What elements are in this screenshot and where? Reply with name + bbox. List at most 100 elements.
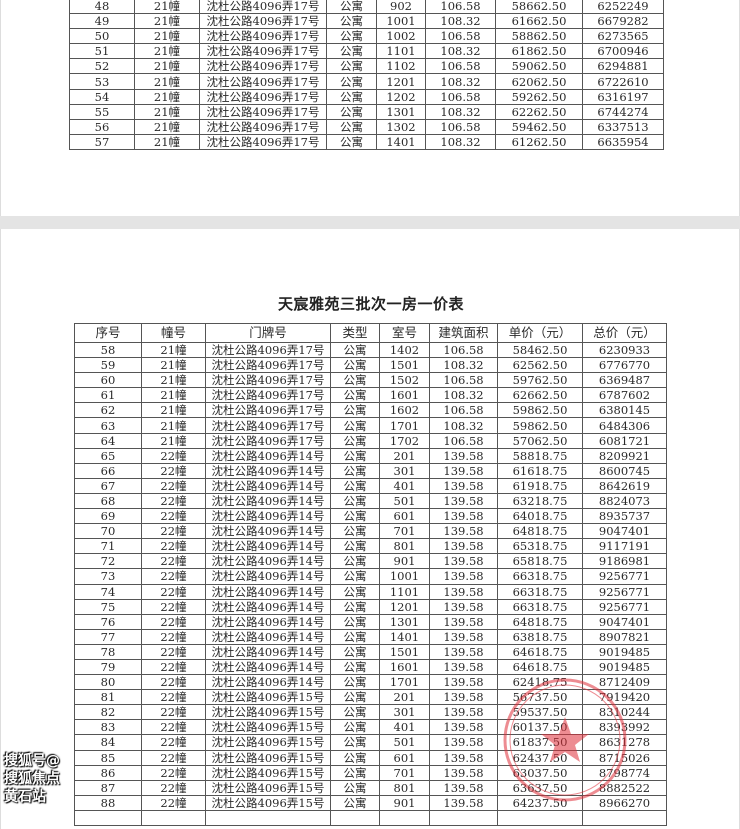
table-cell: 8715026 — [582, 749, 667, 766]
table-cell: 201 — [379, 689, 430, 706]
table-cell: 57062.50 — [497, 432, 583, 449]
table-cell: 8209921 — [582, 447, 667, 464]
table-cell: 62262.50 — [495, 103, 583, 120]
table-cell: 21幢 — [141, 387, 206, 404]
table-cell: 8907821 — [582, 628, 667, 645]
table-row: 72 22幢 沈杜公路4096弄14号 公寓 901 139.58 65818.75 9186… — [74, 553, 667, 570]
table-cell: 21幢 — [134, 13, 200, 30]
column-header: 单价（元） — [497, 323, 583, 343]
table-cell — [74, 809, 142, 827]
table-cell: 139.58 — [429, 553, 498, 570]
watermark: 搜狐号@搜狐焦点黄石站 — [4, 753, 60, 805]
table-cell: 公寓 — [330, 613, 380, 630]
table-cell: 64818.75 — [497, 613, 583, 630]
table-cell: 8631278 — [582, 734, 667, 751]
table-cell: 139.58 — [429, 613, 498, 630]
table-row: 71 22幢 沈杜公路4096弄14号 公寓 801 139.58 65318.75 9117… — [74, 538, 667, 555]
table-row: 78 22幢 沈杜公路4096弄14号 公寓 1501 139.58 64618.75 901… — [74, 643, 667, 660]
table-cell: 139.58 — [429, 538, 498, 555]
table-cell: 沈杜公路4096弄14号 — [205, 583, 331, 600]
table-cell: 沈杜公路4096弄17号 — [199, 103, 327, 120]
table-cell: 公寓 — [326, 118, 377, 135]
table-row: 50 21幢 沈杜公路4096弄17号 公寓 1002 106.58 58862.50 627… — [69, 28, 664, 45]
table-row: 58 21幢 沈杜公路4096弄17号 公寓 1402 106.58 58462.50 623… — [74, 341, 667, 359]
table-cell: 1002 — [376, 28, 426, 45]
table-cell: 沈杜公路4096弄17号 — [205, 372, 331, 389]
table-cell: 139.58 — [429, 794, 498, 811]
table-cell: 21幢 — [141, 417, 206, 434]
table-cell: 沈杜公路4096弄17号 — [199, 133, 327, 150]
table-cell: 公寓 — [330, 749, 380, 766]
table-cell: 201 — [379, 447, 430, 464]
table-cell: 60 — [74, 372, 142, 389]
table-cell: 62562.50 — [497, 357, 583, 374]
table-cell — [141, 809, 206, 827]
table-cell: 59262.50 — [495, 88, 583, 105]
table-cell: 79 — [74, 658, 142, 676]
table-cell: 22幢 — [141, 719, 206, 736]
table-cell: 公寓 — [326, 73, 377, 90]
table-cell: 21幢 — [134, 73, 200, 90]
table-cell: 6722610 — [582, 73, 664, 90]
table-cell: 21幢 — [134, 0, 200, 15]
column-header: 总价（元） — [582, 323, 667, 343]
table-row: 70 22幢 沈杜公路4096弄14号 公寓 701 139.58 64818.75 9047… — [74, 523, 667, 540]
table-cell: 1301 — [376, 103, 426, 120]
table-cell: 801 — [379, 779, 430, 796]
table-row: 80 22幢 沈杜公路4096弄14号 公寓 1701 139.58 62418.75 871… — [74, 674, 667, 691]
table-cell: 139.58 — [429, 447, 498, 464]
table-cell: 公寓 — [330, 402, 380, 419]
table-cell: 86 — [74, 764, 142, 781]
table-cell: 公寓 — [330, 643, 380, 660]
table-cell: 108.32 — [429, 357, 498, 374]
table-cell: 22幢 — [141, 628, 206, 645]
table-cell: 沈杜公路4096弄17号 — [205, 432, 331, 449]
table-cell: 902 — [376, 0, 426, 15]
column-header: 室号 — [379, 323, 430, 343]
table-cell: 108.32 — [425, 103, 496, 120]
table-row: 77 22幢 沈杜公路4096弄14号 公寓 1401 139.58 63818.75 890… — [74, 628, 667, 645]
table-cell: 61618.75 — [497, 462, 583, 479]
table-cell: 78 — [74, 643, 142, 660]
table-cell: 63818.75 — [497, 628, 583, 645]
table-cell: 6484306 — [582, 417, 667, 434]
table-cell: 87 — [74, 779, 142, 796]
table-cell: 1301 — [379, 613, 430, 630]
table-cell: 139.58 — [429, 719, 498, 736]
document-title: 天宸雅苑三批次一房一价表 — [277, 295, 464, 313]
table-cell: 22幢 — [141, 658, 206, 676]
table-cell: 公寓 — [330, 492, 380, 510]
table-cell — [330, 809, 380, 827]
table-cell: 8310244 — [582, 704, 667, 721]
table-cell: 22幢 — [141, 538, 206, 555]
table-cell: 沈杜公路4096弄15号 — [205, 704, 331, 721]
table-cell: 8798774 — [582, 764, 667, 781]
table-cell: 6252249 — [582, 0, 664, 15]
table-cell: 80 — [74, 674, 142, 691]
table-cell: 58818.75 — [497, 447, 583, 464]
table-cell: 1702 — [379, 432, 430, 449]
table-cell: 22幢 — [141, 447, 206, 464]
table-cell: 1401 — [376, 133, 426, 150]
table-cell: 106.58 — [429, 432, 498, 449]
table-cell: 61 — [74, 387, 142, 404]
table-cell: 55 — [69, 103, 135, 120]
table-cell: 沈杜公路4096弄17号 — [199, 13, 327, 30]
table-cell: 公寓 — [330, 568, 380, 585]
table-row: 81 22幢 沈杜公路4096弄15号 公寓 201 139.58 56737.50 7919… — [74, 689, 667, 706]
table-cell: 66318.75 — [497, 598, 583, 615]
table-cell: 沈杜公路4096弄17号 — [199, 58, 327, 75]
table-cell: 公寓 — [330, 387, 380, 404]
table-cell: 501 — [379, 734, 430, 751]
table-cell: 沈杜公路4096弄14号 — [205, 523, 331, 540]
table-cell: 64618.75 — [497, 658, 583, 676]
table-cell: 139.58 — [429, 508, 498, 525]
table-cell: 88 — [74, 794, 142, 811]
table-cell: 61662.50 — [495, 13, 583, 30]
table-cell: 沈杜公路4096弄17号 — [205, 417, 331, 434]
table-cell: 沈杜公路4096弄15号 — [205, 689, 331, 706]
table-row: 68 22幢 沈杜公路4096弄14号 公寓 501 139.58 63218.75 8824… — [74, 492, 667, 510]
table-cell: 62062.50 — [495, 73, 583, 90]
table-cell: 沈杜公路4096弄14号 — [205, 598, 331, 615]
table-cell: 61837.50 — [497, 734, 583, 751]
